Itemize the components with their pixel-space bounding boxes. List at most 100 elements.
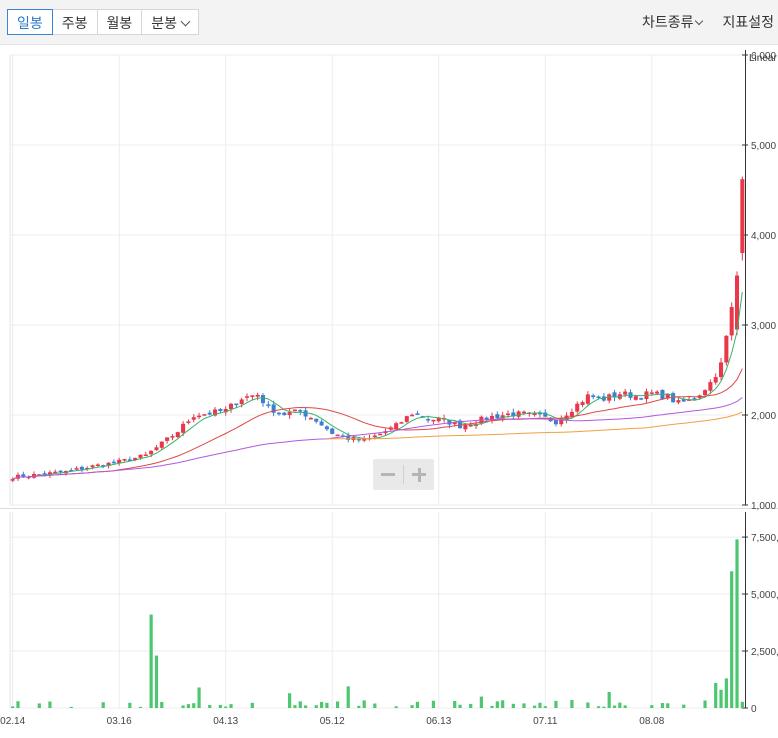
- price-y-tick-label: 5,000: [751, 141, 776, 152]
- candle-body: [724, 335, 729, 363]
- tab-weekly-label: 주봉: [61, 15, 88, 31]
- price-y-tick-label: 2,000: [751, 411, 776, 422]
- candle-body: [399, 422, 404, 424]
- candle-body: [623, 391, 628, 395]
- tab-minute-dropdown[interactable]: 분봉: [141, 9, 200, 35]
- candle-body: [303, 410, 308, 417]
- volume-bar: [224, 706, 228, 708]
- volume-bar: [453, 701, 457, 708]
- candle-body: [170, 436, 175, 438]
- volume-bar: [596, 706, 601, 708]
- indicator-settings-label: 지표설정: [722, 14, 774, 30]
- volume-bar: [37, 703, 41, 708]
- volume-bar: [650, 705, 654, 708]
- volume-bar: [16, 701, 20, 708]
- volume-bar: [511, 703, 515, 708]
- price-y-tick-label: 6,000: [751, 51, 776, 62]
- candle-body: [335, 434, 340, 437]
- candle-body: [426, 419, 431, 421]
- candle-body: [394, 423, 399, 429]
- volume-bar: [682, 704, 686, 708]
- volume-bar: [586, 702, 590, 708]
- volume-bar: [570, 700, 574, 708]
- volume-y-tick-label: 5,000,0: [751, 590, 778, 601]
- volume-bar: [325, 702, 329, 708]
- candle-body: [649, 392, 654, 394]
- volume-bar: [410, 705, 414, 708]
- candle-body: [69, 469, 74, 472]
- x-tick-label: 06.13: [426, 716, 451, 727]
- candle-body: [213, 409, 218, 416]
- volume-bar: [208, 704, 212, 708]
- candle-body: [639, 398, 644, 400]
- candle-body: [404, 416, 409, 422]
- volume-bar: [431, 700, 436, 708]
- volume-bar: [612, 705, 617, 708]
- candle-body: [575, 403, 580, 412]
- candle-body: [186, 421, 191, 423]
- volume-bar: [229, 704, 233, 708]
- candle-body: [314, 418, 319, 422]
- chart-type-dropdown[interactable]: 차트종류: [642, 9, 704, 35]
- candle-body: [207, 412, 212, 415]
- candle-body: [79, 466, 84, 470]
- price-y-tick-label: 4,000: [751, 231, 776, 242]
- tab-daily[interactable]: 일봉: [7, 9, 53, 35]
- tab-minute-label: 분봉: [151, 15, 178, 31]
- candle-body: [489, 415, 495, 421]
- candle-body: [612, 392, 617, 398]
- candle-body: [122, 459, 127, 461]
- price-y-tick-label: 3,000: [751, 321, 776, 332]
- indicator-settings-button[interactable]: 지표설정: [722, 9, 774, 35]
- plus-icon: [412, 467, 426, 482]
- candle-body: [282, 412, 287, 416]
- volume-bar: [149, 614, 153, 708]
- ma60-line: [12, 397, 743, 480]
- volume-bar: [186, 704, 191, 708]
- ma120-line: [326, 411, 743, 440]
- volume-bar: [335, 701, 340, 708]
- volume-bar: [623, 705, 627, 708]
- candle-body: [239, 399, 244, 405]
- volume-bar: [69, 706, 73, 708]
- candle-body: [585, 394, 590, 404]
- candle-body: [537, 412, 542, 415]
- candle-body: [447, 419, 452, 425]
- volume-bar: [554, 700, 558, 708]
- candle-body: [111, 461, 116, 464]
- candle-body: [53, 471, 58, 474]
- candle-body: [729, 307, 734, 336]
- volume-bar: [495, 701, 499, 708]
- zoom-in-button[interactable]: [404, 459, 434, 490]
- ma20-line: [12, 368, 743, 480]
- tab-daily-label: 일봉: [17, 15, 43, 31]
- volume-bar: [11, 706, 15, 708]
- candle-body: [505, 413, 511, 416]
- candle-body: [229, 403, 234, 410]
- candle-body: [101, 465, 106, 467]
- volume-bar: [490, 705, 494, 708]
- volume-bar: [357, 705, 361, 708]
- candle-body: [378, 433, 383, 436]
- volume-bar: [293, 705, 297, 708]
- volume-y-tick-label: 2,500,0: [751, 647, 778, 658]
- candle-body: [569, 411, 574, 417]
- volume-bar: [602, 706, 606, 708]
- tab-monthly[interactable]: 월봉: [96, 9, 143, 35]
- candle-body: [521, 411, 526, 414]
- candle-body: [298, 410, 303, 412]
- zoom-out-button[interactable]: [373, 459, 403, 490]
- x-tick-label: 04.13: [213, 716, 238, 727]
- candle-body: [431, 419, 436, 422]
- candle-body: [463, 424, 468, 430]
- volume-bar: [128, 702, 132, 708]
- volume-bar: [48, 701, 52, 708]
- candle-body: [681, 398, 686, 402]
- candle-body: [58, 470, 63, 473]
- candle-body: [665, 394, 670, 399]
- candle-body: [362, 439, 367, 441]
- volume-bar: [250, 702, 254, 708]
- candle-body: [95, 464, 100, 467]
- candle-body: [559, 418, 564, 425]
